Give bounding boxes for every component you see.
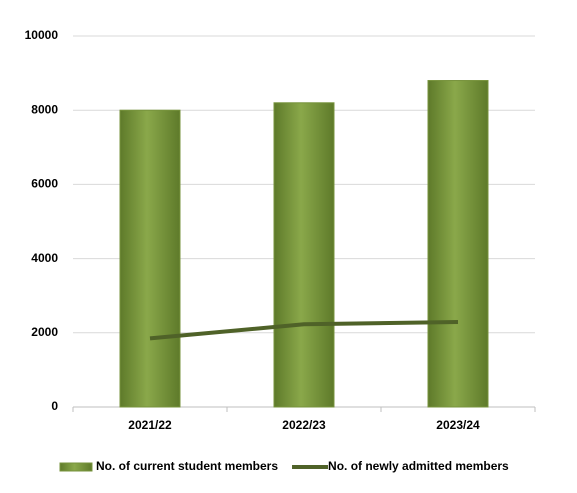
legend-label: No. of newly admitted members (328, 459, 509, 473)
bar (273, 102, 335, 408)
y-tick-label: 2000 (31, 325, 58, 339)
x-tick-label: 2023/24 (436, 418, 480, 432)
x-tick-label: 2022/23 (282, 418, 326, 432)
y-tick-label: 4000 (31, 251, 58, 265)
line (149, 320, 459, 341)
legend-label: No. of current student members (96, 459, 278, 473)
y-tick-label: 6000 (31, 177, 58, 191)
y-tick-label: 8000 (31, 102, 58, 116)
y-tick-label: 10000 (25, 28, 59, 42)
legend-swatch (59, 462, 93, 472)
bar (427, 80, 489, 408)
y-tick-label: 0 (51, 399, 58, 413)
bar (119, 109, 181, 408)
x-tick-label: 2021/22 (128, 418, 172, 432)
